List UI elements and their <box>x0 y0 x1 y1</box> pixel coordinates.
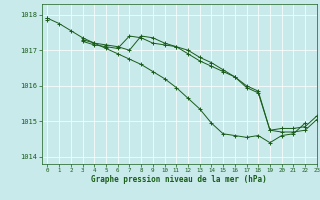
X-axis label: Graphe pression niveau de la mer (hPa): Graphe pression niveau de la mer (hPa) <box>91 175 267 184</box>
